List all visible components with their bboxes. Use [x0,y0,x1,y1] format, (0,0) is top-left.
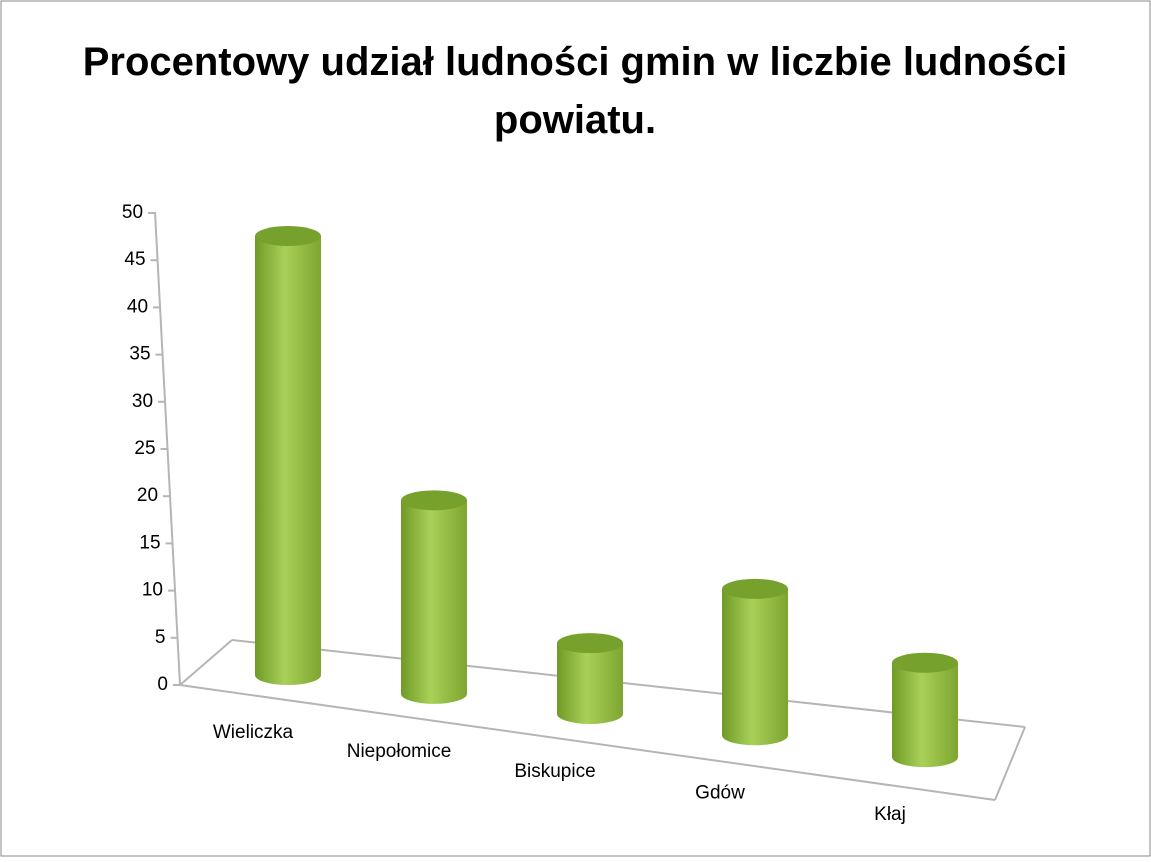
chart-title: Procentowy udział ludności gmin w liczbi… [83,40,1068,142]
bar [892,652,958,768]
x-tick-label: Biskupice [514,761,595,782]
bar-body [255,236,321,686]
y-tick-label: 45 [124,249,145,270]
x-tick-label: Kłaj [874,804,906,825]
y-tick-label: 40 [127,296,148,317]
y-tick-label: 10 [142,580,163,601]
x-tick-label: Niepołomice [347,741,452,762]
x-tick-label: Wieliczka [213,722,294,743]
y-tick-label: 50 [122,202,143,223]
y-tick-label: 5 [155,627,166,648]
bar-top [892,652,958,673]
bar-body [557,643,623,724]
bar-top [255,226,321,247]
bar-top [401,490,467,511]
y-tick-label: 25 [134,438,155,459]
x-tick-label: Gdów [695,782,745,803]
bar-top [722,578,788,599]
y-tick-label: 15 [139,532,160,553]
bar [401,490,467,704]
bar-body [722,588,788,746]
bar-body [892,662,958,768]
bar [557,633,623,724]
y-tick-label: 20 [137,485,158,506]
bar [255,226,321,686]
bar-body [401,500,467,704]
bar-top [557,633,623,654]
bar [722,578,788,746]
y-tick-label: 30 [132,391,153,412]
y-tick-label: 0 [157,674,168,695]
y-tick-label: 35 [129,344,150,365]
